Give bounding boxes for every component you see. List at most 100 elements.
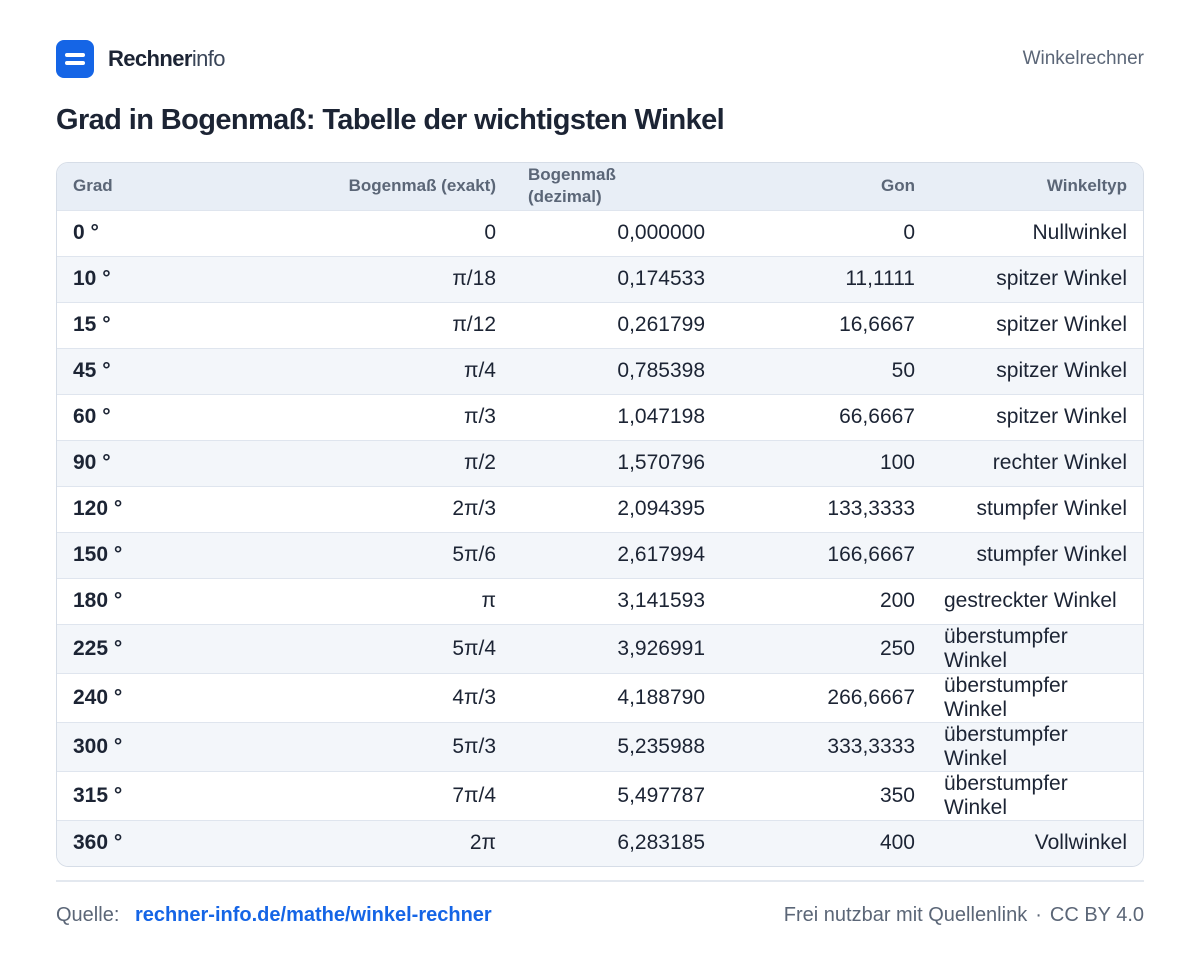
table-row: 90 ° π/2 1,570796 100 rechter Winkel [57,440,1143,486]
table-header-row: Grad Bogenmaß (exakt) Bogenmaß (dezimal)… [57,163,1143,210]
cell-bogenmass-dezimal: 5,497787 [617,783,705,807]
cell-gon: 0 [903,221,915,244]
table-row: 360 ° 2π 6,283185 400 Vollwinkel [57,820,1143,866]
source-link[interactable]: rechner-info.de/mathe/winkel-rechner [134,904,492,926]
cell-winkeltyp: überstumpfer Winkel [944,624,1068,672]
cell-bogenmass-exakt: π/18 [452,267,496,290]
cell-bogenmass-exakt: 4π/3 [452,685,496,709]
header-gon: Gon [881,176,915,196]
cell-bogenmass-dezimal: 1,047198 [617,405,705,428]
table-row: 225 ° 5π/4 3,926991 250 überstumpfer Winkel [57,624,1143,673]
header-dezimal-line1: Bogenmaß [528,165,616,185]
cell-winkeltyp: spitzer Winkel [996,267,1127,290]
table-row: 10 ° π/18 0,174533 11,1111 spitzer Winkel [57,256,1143,302]
cell-grad: 360 ° [73,831,123,855]
cell-bogenmass-exakt: 7π/4 [452,783,496,807]
cell-bogenmass-dezimal: 0,174533 [617,267,705,290]
cell-gon: 100 [879,451,915,474]
table-row: 120 ° 2π/3 2,094395 133,3333 stumpfer Winkel [57,486,1143,532]
table-row: 150 ° 5π/6 2,617994 166,6667 stumpfer Winkel [57,532,1143,578]
header-bogenmass-dezimal: Bogenmaß (dezimal) [512,163,721,210]
cell-grad: 150 ° [73,543,123,566]
site-header: Rechnerinfo Winkelrechner [56,40,1144,78]
cell-gon: 400 [879,831,915,855]
section-label: Winkelrechner [1022,48,1144,69]
cell-gon: 166,6667 [827,543,915,566]
table-row: 300 ° 5π/3 5,235988 333,3333 überstumpfer Wi… [57,722,1143,771]
cell-grad: 0 ° [73,221,99,244]
cell-winkeltyp: überstumpfer Winkel [944,673,1068,721]
cell-bogenmass-exakt: π/12 [452,313,496,336]
cell-grad: 120 ° [73,497,123,520]
angle-table: Grad Bogenmaß (exakt) Bogenmaß (dezimal)… [57,163,1143,866]
cell-bogenmass-dezimal: 4,188790 [617,685,705,709]
table-row: 60 ° π/3 1,047198 66,6667 spitzer Winkel [57,394,1143,440]
cell-winkeltyp: spitzer Winkel [996,405,1127,428]
cell-gon: 350 [879,783,915,807]
table-row: 315 ° 7π/4 5,497787 350 überstumpfer Winkel [57,771,1143,820]
cell-winkeltyp: gestreckter Winkel [944,589,1117,612]
table-row: 15 ° π/12 0,261799 16,6667 spitzer Winkel [57,302,1143,348]
cell-bogenmass-exakt: 5π/4 [452,636,496,660]
cell-winkeltyp: rechter Winkel [992,451,1127,474]
cell-bogenmass-dezimal: 1,570796 [617,451,705,474]
cell-winkeltyp: stumpfer Winkel [976,543,1127,566]
page-title: Grad in Bogenmaß: Tabelle der wichtigste… [56,104,725,136]
cell-bogenmass-dezimal: 5,235988 [617,734,705,758]
cell-grad: 90 ° [73,451,111,474]
cell-grad: 45 ° [73,359,111,382]
header-grad: Grad [73,176,113,196]
cell-winkeltyp: spitzer Winkel [996,359,1127,382]
table-row: 45 ° π/4 0,785398 50 spitzer Winkel [57,348,1143,394]
cell-grad: 180 ° [73,589,123,612]
cell-gon: 200 [879,589,915,612]
brand-name-strong: Rechner [108,46,192,71]
cell-winkeltyp: überstumpfer Winkel [944,722,1068,770]
cell-grad: 10 ° [73,267,111,290]
header-winkeltyp: Winkeltyp [1046,176,1127,196]
footer-divider [56,880,1144,882]
cell-bogenmass-dezimal: 3,141593 [617,589,705,612]
logo-icon [56,40,94,78]
brand-name: Rechnerinfo [108,46,226,72]
cell-bogenmass-dezimal: 2,094395 [617,497,705,520]
license-name: CC BY 4.0 [1049,904,1144,926]
license-separator: · [1035,904,1042,926]
angle-table-container: Grad Bogenmaß (exakt) Bogenmaß (dezimal)… [56,162,1144,867]
cell-winkeltyp: überstumpfer Winkel [944,771,1068,819]
cell-bogenmass-dezimal: 2,617994 [617,543,705,566]
cell-grad: 225 ° [73,636,123,660]
cell-gon: 133,3333 [827,497,915,520]
cell-bogenmass-exakt: 5π/3 [452,734,496,758]
table-row: 180 ° π 3,141593 200 gestreckter Winkel [57,578,1143,624]
cell-gon: 11,1111 [845,267,915,290]
cell-bogenmass-exakt: 0 [484,221,496,244]
cell-gon: 66,6667 [839,405,915,428]
table-row: 0 ° 0 0,000000 0 Nullwinkel [57,210,1143,256]
cell-bogenmass-dezimal: 0,261799 [617,313,705,336]
cell-bogenmass-exakt: π/2 [463,451,496,474]
cell-gon: 333,3333 [827,734,915,758]
cell-gon: 266,6667 [827,685,915,709]
brand[interactable]: Rechnerinfo [56,40,226,78]
footer: Quelle: rechner-info.de/mathe/winkel-rec… [56,904,1144,927]
cell-bogenmass-exakt: π/3 [463,405,496,428]
source: Quelle: rechner-info.de/mathe/winkel-rec… [56,904,492,927]
header-bogenmass-exakt: Bogenmaß (exakt) [348,176,496,196]
cell-grad: 60 ° [73,405,111,428]
cell-bogenmass-dezimal: 0,000000 [617,221,705,244]
cell-gon: 16,6667 [839,313,915,336]
cell-grad: 300 ° [73,734,123,758]
license-text: Frei nutzbar mit Quellenlink [783,904,1028,926]
table-body: 0 ° 0 0,000000 0 Nullwinkel 10 ° π/18 0,174533 1… [57,210,1143,866]
cell-bogenmass-exakt: π [481,589,497,612]
cell-gon: 50 [891,359,915,382]
source-label: Quelle: [56,904,120,926]
cell-gon: 250 [879,636,915,660]
cell-bogenmass-dezimal: 0,785398 [617,359,705,382]
cell-winkeltyp: Vollwinkel [1034,831,1127,855]
cell-grad: 15 ° [73,313,111,336]
table-row: 240 ° 4π/3 4,188790 266,6667 überstumpfer Wi… [57,673,1143,722]
cell-bogenmass-dezimal: 6,283185 [617,831,705,855]
cell-bogenmass-exakt: 5π/6 [452,543,496,566]
